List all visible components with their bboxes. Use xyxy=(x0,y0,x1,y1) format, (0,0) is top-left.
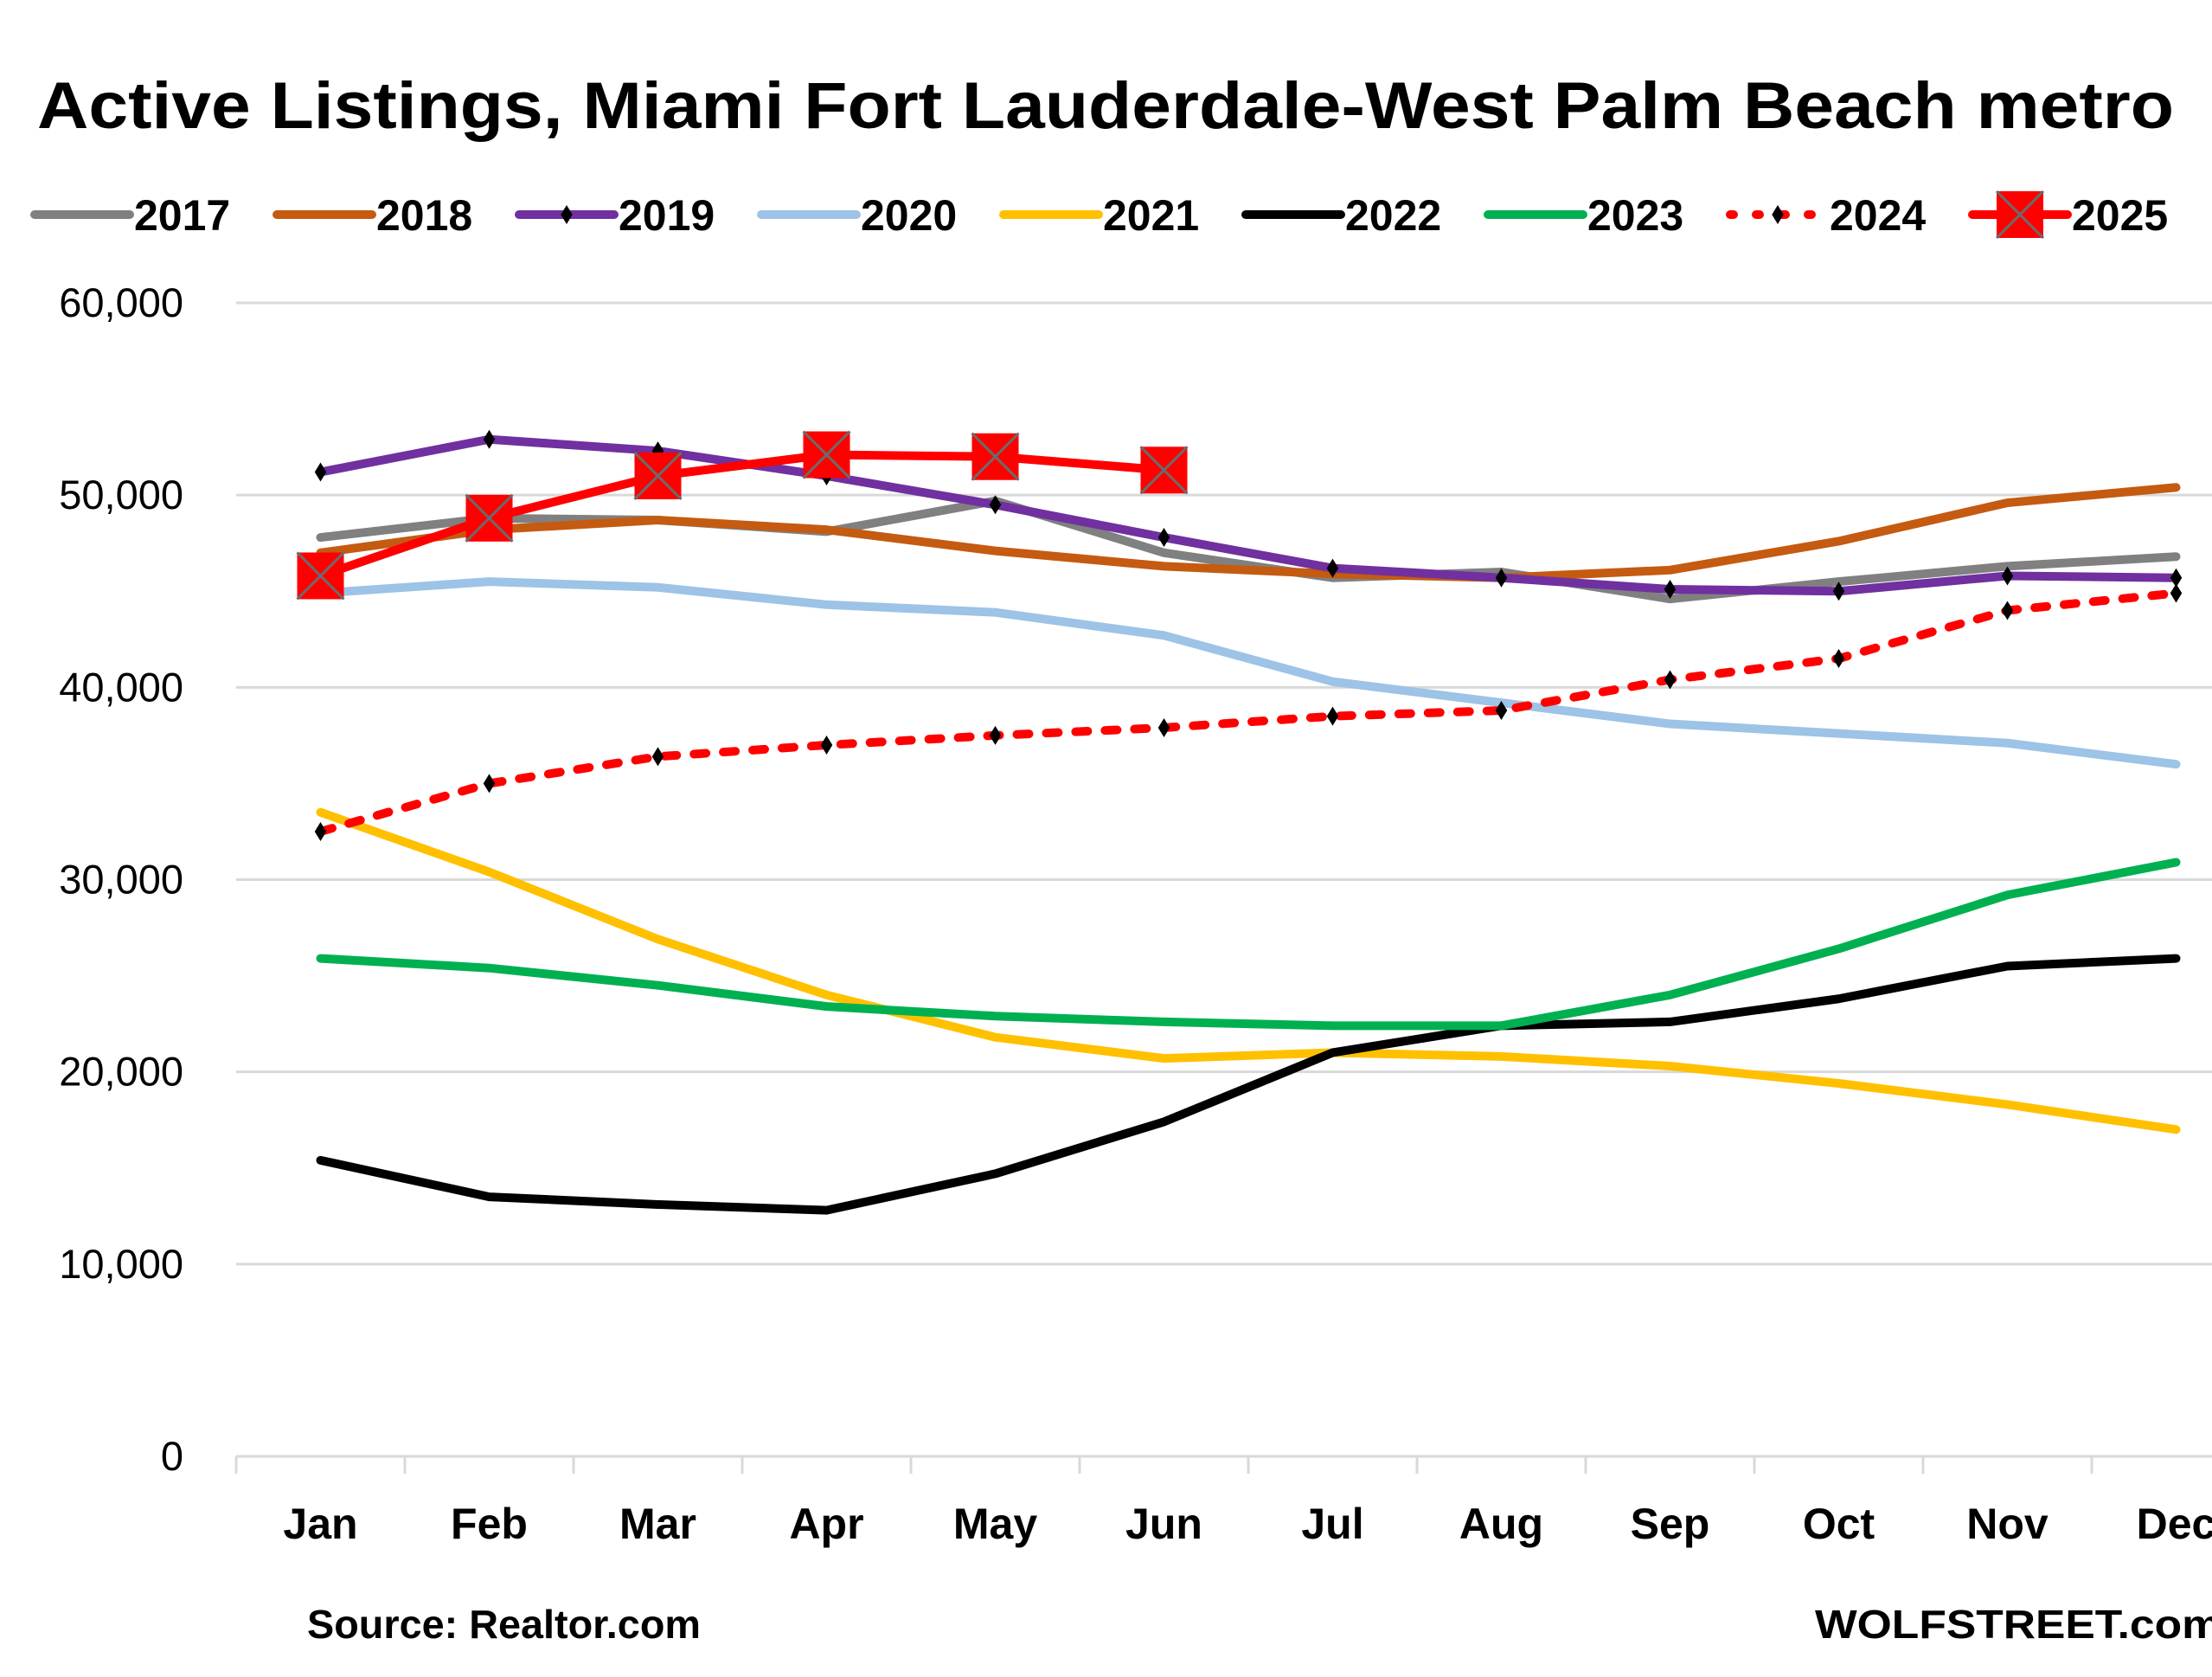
legend-label: 2023 xyxy=(1587,191,1683,240)
series-line-2019 xyxy=(316,434,2181,596)
chart-title: Active Listings, Miami Fort Lauderdale-W… xyxy=(37,69,2174,143)
series-2023 xyxy=(316,858,2181,1031)
data-point-2024-aug xyxy=(1495,700,1508,720)
data-point-2019-may xyxy=(989,495,1002,515)
legend-label: 2022 xyxy=(1345,191,1441,240)
y-axis-tick-labels: 0 10,000 20,000 30,000 40,000 50,000 60,000 xyxy=(59,280,183,1479)
series-line-2020 xyxy=(316,577,2181,769)
legend-marker-icon xyxy=(1772,205,1784,224)
data-point-2019-nov xyxy=(2001,566,2014,586)
legend-item-2020: 2020 xyxy=(757,191,957,240)
data-point-2025-jun xyxy=(1139,446,1189,495)
data-point-2019-jul xyxy=(1326,558,1339,578)
x-tick-label-sep: Sep xyxy=(1631,1500,1710,1548)
source-note: Source: Realtor.com xyxy=(307,1602,701,1647)
gridlines xyxy=(236,301,2212,1266)
x-tick-label-jun: Jun xyxy=(1125,1500,1202,1548)
y-tick-label: 60,000 xyxy=(59,280,183,325)
x-tick-label-may: May xyxy=(953,1500,1037,1548)
data-point-2025-mar xyxy=(633,451,683,501)
legend-marker-icon xyxy=(561,205,573,224)
y-tick-label: 0 xyxy=(161,1433,183,1479)
series-line-2021 xyxy=(316,807,2181,1134)
series-2021 xyxy=(316,807,2181,1134)
series-2022 xyxy=(316,954,2181,1215)
data-point-2024-jan xyxy=(314,821,327,841)
data-point-2019-sep xyxy=(1664,580,1677,600)
legend-item-2017: 2017 xyxy=(30,191,230,240)
series-lines xyxy=(296,429,2183,1215)
data-point-2019-oct xyxy=(1832,581,1845,601)
legend-item-2018: 2018 xyxy=(272,191,472,240)
series-2025 xyxy=(296,430,1189,601)
data-point-2024-mar xyxy=(651,747,664,767)
legend-label: 2021 xyxy=(1103,191,1199,240)
legend-item-2019: 2019 xyxy=(515,191,715,240)
series-line-2022 xyxy=(316,954,2181,1215)
legend-label: 2017 xyxy=(134,191,230,240)
x-tick-label-apr: Apr xyxy=(789,1500,863,1548)
data-point-2024-jun xyxy=(1157,717,1170,737)
x-tick-label-feb: Feb xyxy=(451,1500,528,1548)
y-tick-label: 10,000 xyxy=(59,1241,183,1287)
data-point-2019-feb xyxy=(483,429,496,449)
data-point-2025-feb xyxy=(465,493,514,543)
legend-label: 2025 xyxy=(2072,191,2168,240)
data-point-2019-aug xyxy=(1495,568,1508,588)
data-point-2025-may xyxy=(971,432,1020,481)
series-line-2025 xyxy=(316,450,1169,581)
legend-item-2025: 2025 xyxy=(1968,190,2168,240)
legend-label: 2019 xyxy=(619,191,715,240)
series-2018 xyxy=(316,483,2181,582)
x-tick-label-nov: Nov xyxy=(1966,1500,2049,1548)
series-2020 xyxy=(316,577,2181,769)
x-tick-label-oct: Oct xyxy=(1803,1500,1875,1548)
series-line-2023 xyxy=(316,858,2181,1031)
legend-item-2023: 2023 xyxy=(1484,191,1683,240)
data-point-2019-jun xyxy=(1157,528,1170,548)
legend-marker-icon xyxy=(1995,190,2045,240)
y-tick-label: 20,000 xyxy=(59,1049,183,1095)
data-point-2025-apr xyxy=(802,430,851,479)
data-point-2024-may xyxy=(989,725,1002,745)
x-tick-label-dec: Dec xyxy=(2137,1500,2212,1548)
legend-label: 2020 xyxy=(861,191,957,240)
data-point-2019-jan xyxy=(314,462,327,482)
data-point-2024-jul xyxy=(1326,706,1339,726)
data-point-2024-nov xyxy=(2001,601,2014,620)
series-line-2018 xyxy=(316,483,2181,582)
x-tick-label-jan: Jan xyxy=(283,1500,357,1548)
legend-item-2022: 2022 xyxy=(1241,191,1441,240)
y-tick-label: 30,000 xyxy=(59,857,183,903)
legend-item-2021: 2021 xyxy=(999,191,1199,240)
series-line-2024 xyxy=(316,588,2181,836)
data-point-2019-dec xyxy=(2170,568,2183,588)
data-point-2024-dec xyxy=(2170,583,2183,603)
data-point-2024-feb xyxy=(483,774,496,794)
x-tick-label-jul: Jul xyxy=(1301,1500,1363,1548)
x-axis: Jan Feb Mar Apr May Jun Jul Aug Sep Oct Nov Dec xyxy=(234,1455,2212,1548)
legend-label: 2024 xyxy=(1830,191,1926,240)
x-tick-label-aug: Aug xyxy=(1459,1500,1543,1548)
x-tick-label-mar: Mar xyxy=(619,1500,696,1548)
legend-label: 2018 xyxy=(376,191,472,240)
series-2024 xyxy=(314,583,2183,841)
y-tick-label: 50,000 xyxy=(59,472,183,517)
y-tick-label: 40,000 xyxy=(59,664,183,710)
legend-item-2024: 2024 xyxy=(1726,191,1926,240)
brand-watermark: WOLFSTREET.com xyxy=(1815,1602,2212,1647)
data-point-2025-jan xyxy=(296,551,345,601)
data-point-2024-oct xyxy=(1832,649,1845,669)
legend: 2017 2018 2019 2020 2021 2022 2023 2024 2025 xyxy=(30,190,2168,240)
data-point-2024-sep xyxy=(1664,670,1677,690)
data-point-2024-apr xyxy=(820,735,833,755)
